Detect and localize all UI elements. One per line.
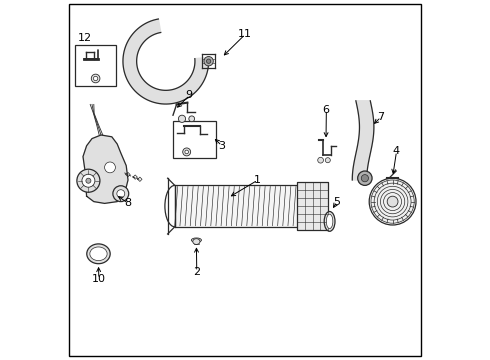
Bar (75, 45, 117, 86)
Circle shape (189, 116, 195, 122)
Circle shape (91, 74, 100, 83)
Polygon shape (83, 135, 128, 203)
Text: 3: 3 (218, 141, 225, 151)
Ellipse shape (90, 247, 107, 261)
Text: 10: 10 (92, 274, 105, 284)
Text: 12: 12 (78, 33, 92, 43)
Text: 8: 8 (124, 198, 131, 208)
Ellipse shape (87, 244, 110, 264)
Text: 4: 4 (392, 146, 400, 156)
Text: 2: 2 (193, 267, 200, 277)
Circle shape (178, 115, 186, 122)
Text: 9: 9 (186, 90, 193, 100)
Text: 7: 7 (377, 112, 384, 122)
Text: 6: 6 (322, 105, 329, 115)
Circle shape (86, 178, 91, 183)
Ellipse shape (324, 211, 335, 231)
Circle shape (183, 148, 191, 156)
Circle shape (358, 171, 372, 185)
Bar (297, 182, 328, 230)
Polygon shape (352, 101, 374, 180)
Circle shape (387, 196, 398, 207)
Ellipse shape (193, 239, 200, 244)
Circle shape (82, 174, 95, 187)
Circle shape (369, 178, 416, 225)
Text: 11: 11 (238, 29, 252, 39)
Circle shape (77, 169, 100, 192)
Bar (173, 121, 216, 158)
Circle shape (104, 162, 116, 173)
Ellipse shape (192, 238, 201, 242)
Ellipse shape (326, 214, 333, 229)
Circle shape (117, 190, 125, 198)
Text: 1: 1 (254, 175, 261, 185)
Polygon shape (123, 19, 209, 104)
Circle shape (94, 76, 98, 81)
Text: 5: 5 (333, 197, 340, 207)
Circle shape (113, 186, 129, 202)
Circle shape (206, 59, 211, 63)
Circle shape (185, 150, 189, 154)
Circle shape (204, 57, 213, 66)
Circle shape (361, 175, 368, 182)
Circle shape (318, 157, 323, 163)
Bar (175, 185, 319, 227)
Circle shape (325, 158, 330, 163)
